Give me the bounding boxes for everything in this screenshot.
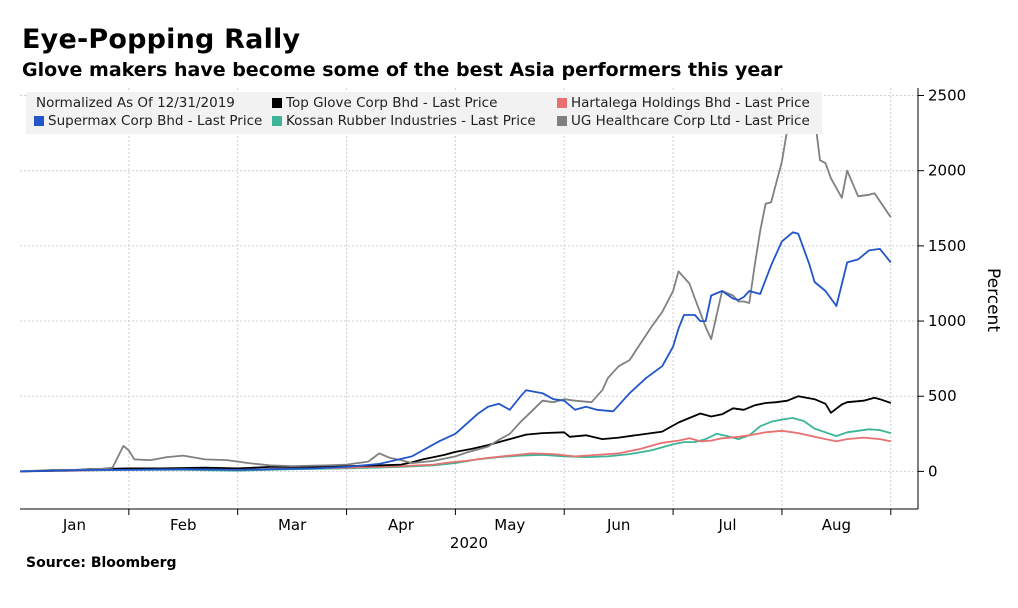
legend-item-supermax: Supermax Corp Bhd - Last Price bbox=[34, 113, 262, 129]
y-tick-label: 1000 bbox=[928, 312, 966, 330]
legend-label-supermax: Supermax Corp Bhd - Last Price bbox=[48, 113, 263, 129]
chart-subtitle: Glove makers have become some of the bes… bbox=[22, 59, 783, 81]
legend: Normalized As Of 12/31/2019 Top Glove Co… bbox=[26, 92, 822, 134]
x-tick-label: Feb bbox=[170, 516, 197, 534]
series-line-supermax bbox=[19, 231, 892, 473]
legend-swatch-kossan bbox=[272, 116, 282, 126]
plot-background bbox=[20, 88, 918, 509]
x-tick-label: Apr bbox=[388, 516, 415, 534]
legend-swatch-hartalega bbox=[557, 98, 567, 108]
legend-item-hartalega: Hartalega Holdings Bhd - Last Price bbox=[557, 95, 810, 111]
x-tick-label: Aug bbox=[822, 516, 851, 534]
legend-swatch-top-glove bbox=[272, 98, 282, 108]
legend-swatch-supermax bbox=[34, 116, 44, 126]
y-axis-ticks: 0 500 1000 1500 2000 2500 bbox=[918, 87, 966, 480]
y-tick-label: 1500 bbox=[928, 237, 966, 255]
y-tick-label: 500 bbox=[928, 387, 957, 405]
x-tick-label: Jan bbox=[62, 516, 86, 534]
x-axis-ticks: Jan Feb Mar Apr May Jun Jul Aug bbox=[62, 509, 892, 534]
x-tick-label: May bbox=[494, 516, 525, 534]
y-tick-label: 2000 bbox=[928, 162, 966, 180]
legend-label-ug-healthcare: UG Healthcare Corp Ltd - Last Price bbox=[571, 113, 810, 129]
y-tick-label: 0 bbox=[928, 462, 938, 480]
legend-item-top-glove: Top Glove Corp Bhd - Last Price bbox=[272, 95, 497, 111]
source-note: Source: Bloomberg bbox=[26, 555, 177, 571]
legend-label-kossan: Kossan Rubber Industries - Last Price bbox=[286, 113, 536, 129]
x-tick-label: Mar bbox=[278, 516, 307, 534]
x-tick-label: Jun bbox=[606, 516, 630, 534]
legend-label-hartalega: Hartalega Holdings Bhd - Last Price bbox=[571, 95, 810, 111]
series-line-top-glove bbox=[19, 395, 892, 473]
legend-note: Normalized As Of 12/31/2019 bbox=[36, 95, 235, 111]
x-tick-label: Jul bbox=[717, 516, 736, 534]
legend-item-kossan: Kossan Rubber Industries - Last Price bbox=[272, 113, 536, 129]
legend-label-top-glove: Top Glove Corp Bhd - Last Price bbox=[286, 95, 498, 111]
legend-note-text: Normalized As Of 12/31/2019 bbox=[36, 95, 235, 111]
legend-item-ug-healthcare: UG Healthcare Corp Ltd - Last Price bbox=[557, 113, 810, 129]
y-axis-label: Percent bbox=[983, 268, 1003, 332]
y-tick-label: 2500 bbox=[928, 87, 966, 105]
chart-title: Eye-Popping Rally bbox=[22, 24, 301, 55]
legend-swatch-ug-healthcare bbox=[557, 116, 567, 126]
x-axis-label: 2020 bbox=[450, 534, 488, 552]
